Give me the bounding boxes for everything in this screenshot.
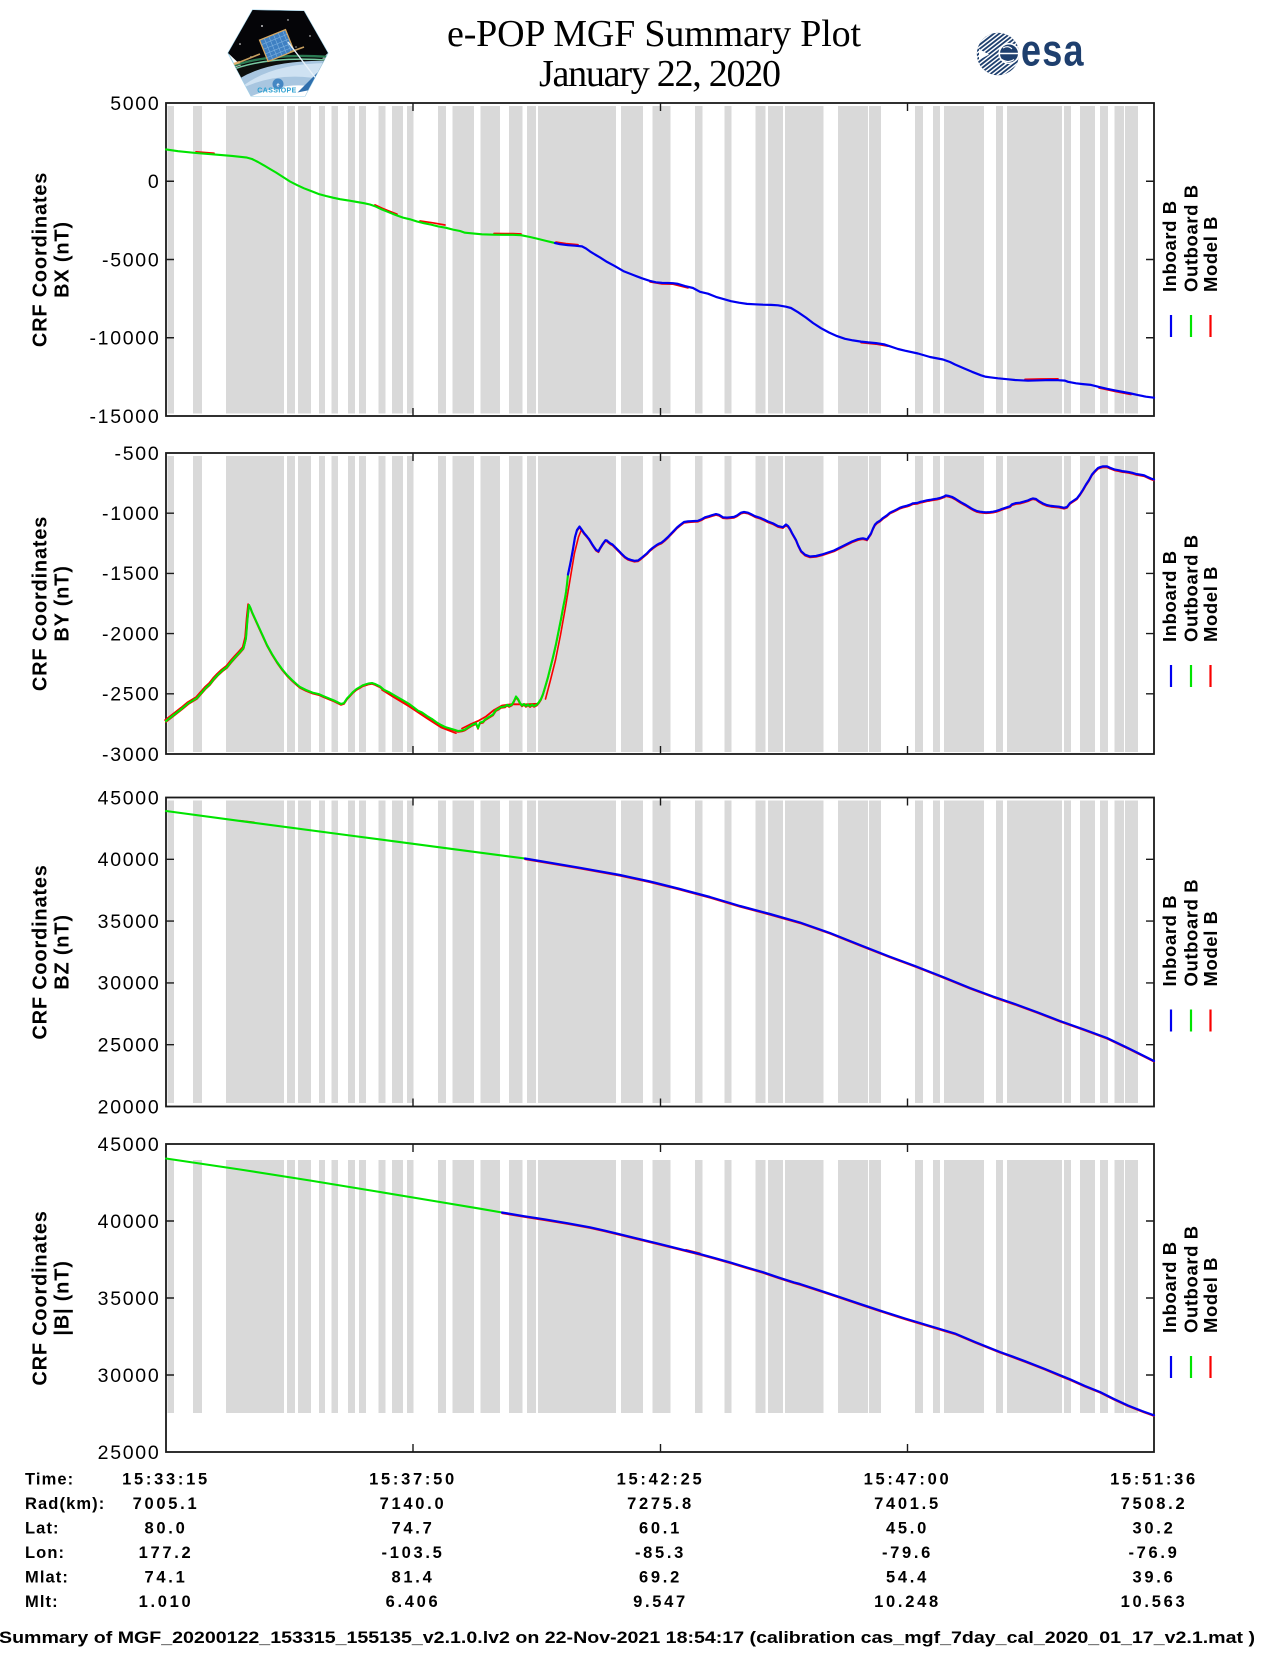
svg-text:54.4: 54.4 (886, 1569, 929, 1587)
svg-text:9.547: 9.547 (633, 1593, 688, 1611)
svg-text:BX (nT): BX (nT) (52, 221, 74, 298)
svg-text:-15000: -15000 (89, 406, 160, 428)
svg-text:CRF Coordinates: CRF Coordinates (30, 172, 52, 347)
svg-text:esa: esa (1021, 25, 1085, 76)
svg-text:15:47:00: 15:47:00 (864, 1471, 952, 1489)
svg-text:39.6: 39.6 (1133, 1569, 1176, 1587)
svg-text:Lat:: Lat: (25, 1520, 60, 1538)
svg-text:6.406: 6.406 (386, 1593, 441, 1611)
svg-text:30000: 30000 (98, 973, 161, 995)
svg-text:Mlat:: Mlat: (25, 1569, 69, 1587)
svg-text:7140.0: 7140.0 (380, 1495, 447, 1513)
svg-text:80.0: 80.0 (145, 1520, 188, 1538)
svg-text:Time:: Time: (25, 1471, 74, 1489)
svg-text:Model B: Model B (1200, 1257, 1221, 1333)
svg-text:45000: 45000 (98, 1134, 161, 1156)
svg-text:e: e (276, 83, 279, 89)
svg-text:25000: 25000 (98, 1442, 161, 1464)
svg-text:e-POP MGF Summary Plot: e-POP MGF Summary Plot (447, 13, 861, 55)
svg-text:-1500: -1500 (102, 563, 160, 585)
svg-text:CRF Coordinates: CRF Coordinates (30, 1210, 52, 1385)
svg-text:Model B: Model B (1200, 566, 1221, 642)
svg-text:Outboard B: Outboard B (1181, 879, 1202, 987)
svg-text:CRF Coordinates: CRF Coordinates (30, 516, 52, 691)
svg-text:45000: 45000 (98, 787, 161, 809)
svg-text:30000: 30000 (98, 1365, 161, 1387)
svg-text:CRF Coordinates: CRF Coordinates (30, 864, 52, 1039)
svg-text:7508.2: 7508.2 (1121, 1495, 1188, 1513)
svg-text:45.0: 45.0 (886, 1520, 929, 1538)
svg-text:CASSIOPE: CASSIOPE (257, 88, 296, 95)
svg-text:10.248: 10.248 (874, 1593, 941, 1611)
svg-text:Inboard B: Inboard B (1159, 1241, 1180, 1333)
svg-text:Inboard B: Inboard B (1159, 895, 1180, 987)
svg-text:|B| (nT): |B| (nT) (52, 1260, 74, 1335)
svg-text:Model B: Model B (1200, 216, 1221, 292)
svg-text:35000: 35000 (98, 911, 161, 933)
svg-text:-10000: -10000 (89, 328, 160, 350)
svg-text:Summary of MGF_20200122_153315: Summary of MGF_20200122_153315_155135_v2… (0, 1628, 1255, 1647)
svg-text:Lon:: Lon: (25, 1544, 65, 1562)
svg-text:7005.1: 7005.1 (133, 1495, 200, 1513)
svg-text:7401.5: 7401.5 (874, 1495, 941, 1513)
svg-text:60.1: 60.1 (639, 1520, 682, 1538)
svg-text:40000: 40000 (98, 1211, 161, 1233)
svg-text:81.4: 81.4 (392, 1569, 435, 1587)
svg-text:-500: -500 (115, 443, 161, 465)
svg-text:Inboard B: Inboard B (1159, 550, 1180, 642)
svg-text:35000: 35000 (98, 1288, 161, 1310)
svg-text:-5000: -5000 (102, 249, 160, 271)
svg-text:-76.9: -76.9 (1128, 1544, 1179, 1562)
svg-text:-2000: -2000 (102, 623, 160, 645)
svg-text:74.7: 74.7 (392, 1520, 435, 1538)
svg-text:15:42:25: 15:42:25 (617, 1471, 705, 1489)
svg-text:Rad(km):: Rad(km): (25, 1495, 105, 1513)
svg-text:Model B: Model B (1200, 910, 1221, 986)
svg-text:-2500: -2500 (102, 684, 160, 706)
svg-text:Mlt:: Mlt: (25, 1593, 59, 1611)
svg-text:40000: 40000 (98, 849, 161, 871)
svg-text:7275.8: 7275.8 (627, 1495, 694, 1513)
svg-text:0: 0 (148, 171, 161, 193)
svg-text:15:33:15: 15:33:15 (122, 1471, 210, 1489)
svg-text:1.010: 1.010 (139, 1593, 194, 1611)
svg-text:Outboard B: Outboard B (1181, 1225, 1202, 1333)
svg-text:5000: 5000 (110, 93, 160, 115)
svg-text:-79.6: -79.6 (882, 1544, 933, 1562)
svg-text:74.1: 74.1 (145, 1569, 188, 1587)
svg-text:177.2: 177.2 (139, 1544, 194, 1562)
svg-text:January 22, 2020: January 22, 2020 (539, 53, 781, 95)
svg-text:Outboard B: Outboard B (1181, 534, 1202, 642)
svg-text:-3000: -3000 (102, 744, 160, 766)
svg-text:BY (nT): BY (nT) (52, 565, 74, 641)
svg-text:30.2: 30.2 (1133, 1520, 1176, 1538)
svg-text:15:37:50: 15:37:50 (369, 1471, 457, 1489)
svg-text:25000: 25000 (98, 1035, 161, 1057)
svg-text:-85.3: -85.3 (635, 1544, 686, 1562)
svg-text:-103.5: -103.5 (382, 1544, 445, 1562)
svg-text:Inboard B: Inboard B (1159, 200, 1180, 292)
svg-text:10.563: 10.563 (1121, 1593, 1188, 1611)
svg-text:Outboard B: Outboard B (1181, 184, 1202, 292)
svg-text:20000: 20000 (98, 1096, 161, 1118)
svg-text:69.2: 69.2 (639, 1569, 682, 1587)
svg-text:-1000: -1000 (102, 503, 160, 525)
svg-text:BZ (nT): BZ (nT) (52, 914, 74, 990)
svg-text:15:51:36: 15:51:36 (1110, 1471, 1198, 1489)
